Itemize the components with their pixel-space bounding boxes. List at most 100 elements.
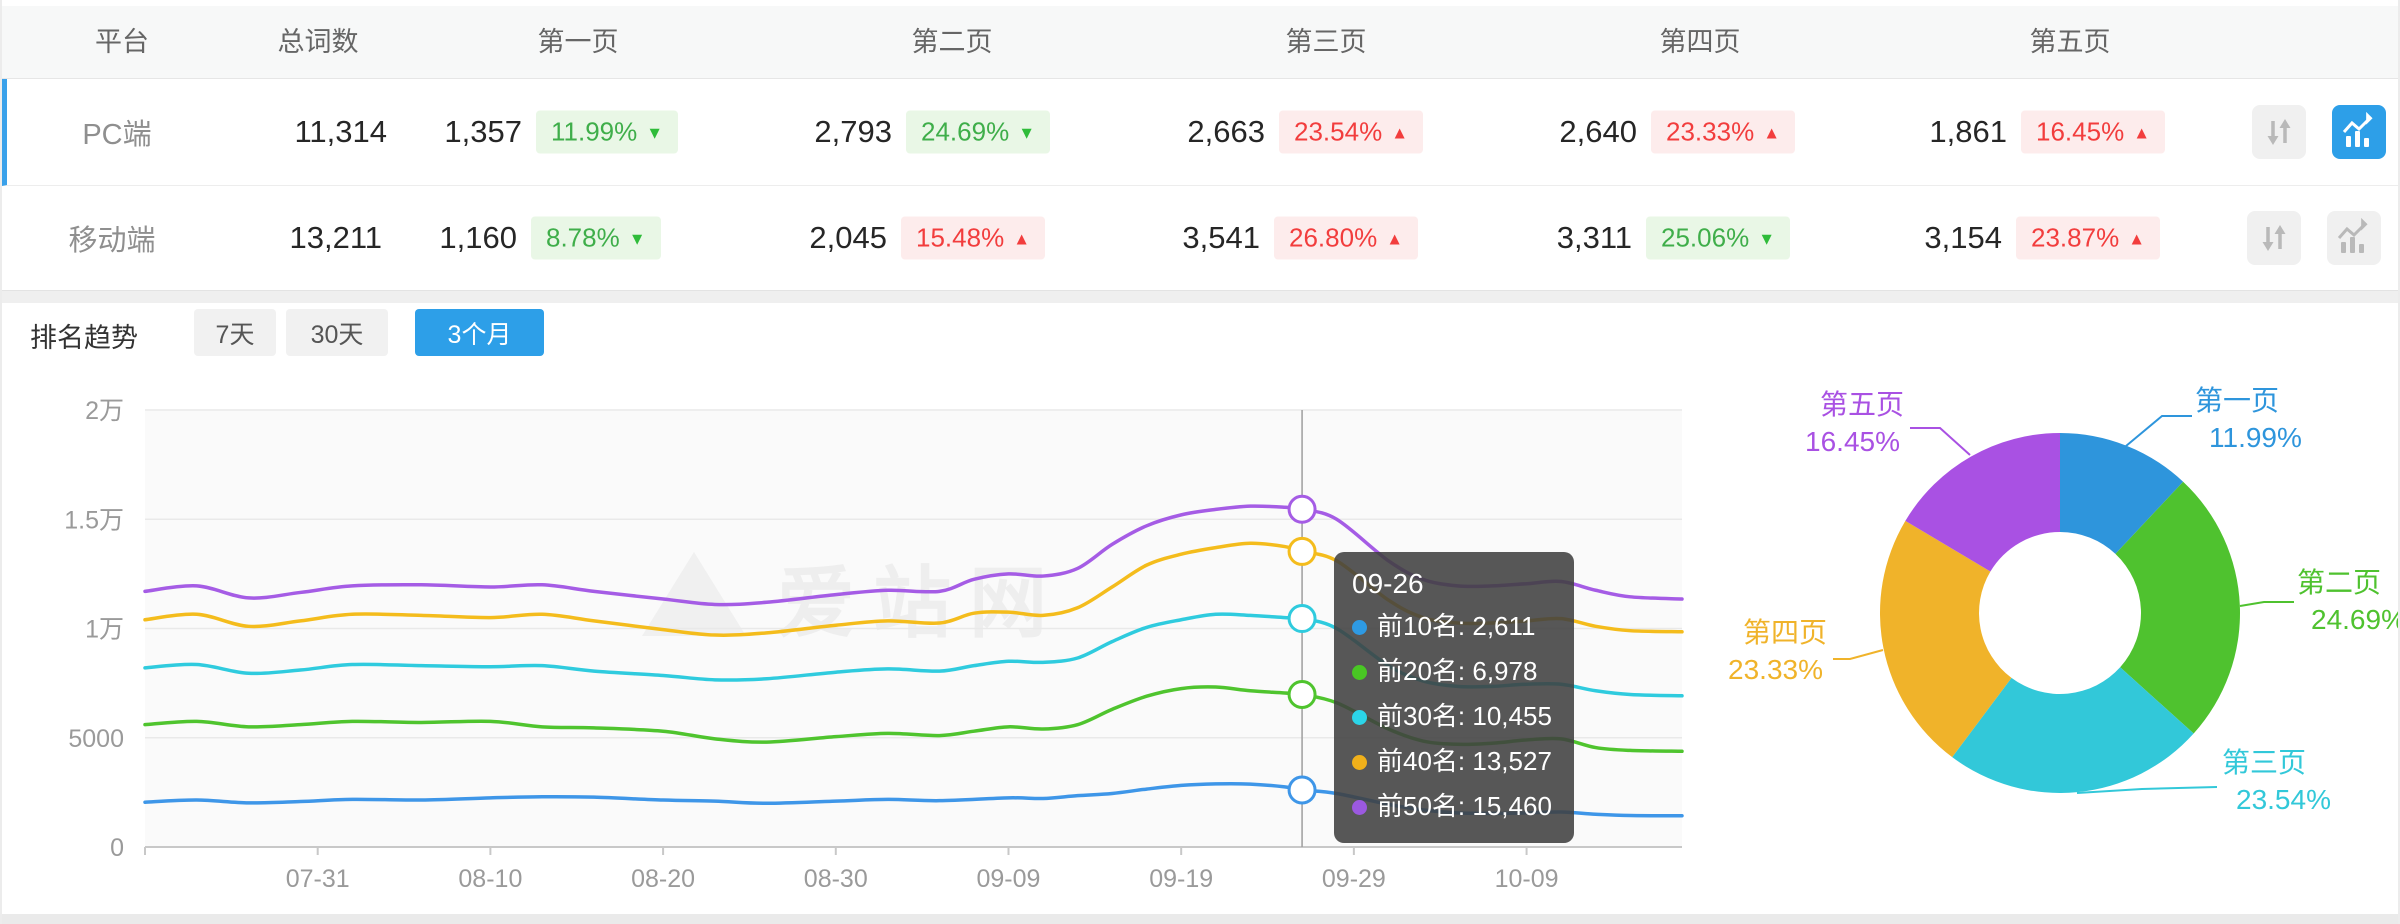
trend-section-title: 排名趋势 xyxy=(30,323,138,353)
trend-arrow-icon: ▼ xyxy=(1018,123,1036,143)
trend-arrow-icon: ▼ xyxy=(646,123,664,143)
donut-label-pct: 23.33% xyxy=(1728,654,1823,685)
series-dot-icon xyxy=(1352,710,1367,725)
platform-label: 移动端 xyxy=(68,225,156,257)
trend-arrow-icon: ▲ xyxy=(1013,229,1031,249)
series-dot-icon xyxy=(1352,755,1367,770)
page3-count: 3,541 xyxy=(1182,220,1260,255)
trend-arrow-icon: ▲ xyxy=(2133,123,2151,143)
svg-text:08-20: 08-20 xyxy=(631,865,695,893)
svg-text:08-30: 08-30 xyxy=(804,865,868,893)
range-button-7d[interactable]: 7天 xyxy=(194,309,276,356)
trend-pct: 8.78% xyxy=(546,222,620,253)
svg-text:09-19: 09-19 xyxy=(1149,865,1213,893)
col-header-page3: 第三页 xyxy=(1285,27,1367,57)
page5-count: 3,154 xyxy=(1924,220,2002,255)
col-header-page1: 第一页 xyxy=(537,27,619,57)
tooltip-label: 前40名 xyxy=(1377,746,1458,776)
trend-pct: 11.99% xyxy=(551,116,638,147)
series-dot-icon xyxy=(1352,665,1367,680)
donut-label-name: 第一页 xyxy=(2195,385,2280,416)
trend-arrow-icon: ▲ xyxy=(2128,229,2146,249)
svg-text:2万: 2万 xyxy=(85,397,124,425)
series-dot-icon xyxy=(1352,620,1367,635)
svg-text:1万: 1万 xyxy=(85,616,124,644)
tooltip-value: 15,460 xyxy=(1472,791,1552,821)
trend-pct: 26.80% xyxy=(1289,222,1378,253)
donut-label-page4: 第四页 23.33% xyxy=(1662,614,1827,688)
svg-text:09-09: 09-09 xyxy=(977,865,1041,893)
tooltip-value: 13,527 xyxy=(1472,746,1552,776)
trend-arrow-icon: ▲ xyxy=(1386,229,1404,249)
page2-trend-badge: 24.69% ▼ xyxy=(906,110,1051,154)
page4-count: 3,311 xyxy=(1556,220,1632,255)
page5-count: 1,861 xyxy=(1929,114,2007,149)
trend-pct: 15.48% xyxy=(916,222,1005,253)
page2-count: 2,793 xyxy=(814,114,892,149)
total-words-value: 11,314 xyxy=(294,114,387,149)
col-header-platform: 平台 xyxy=(95,27,149,57)
trend-arrow-icon: ▲ xyxy=(1391,123,1409,143)
sort-arrows-icon[interactable] xyxy=(2247,211,2301,265)
page2-count: 2,045 xyxy=(809,220,887,255)
section-divider xyxy=(2,290,2398,303)
trend-chart-icon[interactable] xyxy=(2332,105,2386,159)
chart-tooltip: 09-26 前10名: 2,611 前20名: 6,978 前30名: 10,4… xyxy=(1334,552,1574,843)
bottom-border-band xyxy=(2,914,2398,924)
col-header-page4: 第四页 xyxy=(1659,27,1741,57)
svg-text:1.5万: 1.5万 xyxy=(64,506,124,534)
page1-trend-badge: 8.78% ▼ xyxy=(531,216,661,260)
page3-trend-badge: 26.80% ▲ xyxy=(1274,216,1419,260)
donut-label-page2: 第二页 24.69% xyxy=(2297,564,2400,638)
tooltip-value: 2,611 xyxy=(1472,611,1536,641)
col-header-page5: 第五页 xyxy=(2029,27,2111,57)
range-button-30d[interactable]: 30天 xyxy=(286,309,388,356)
page-distribution-donut-chart[interactable] xyxy=(1742,380,2302,860)
tooltip-row: 前10名: 2,611 xyxy=(1352,604,1556,649)
donut-label-page3: 第三页 23.54% xyxy=(2222,744,2331,818)
tooltip-label: 前10名 xyxy=(1377,611,1458,641)
tooltip-row: 前20名: 6,978 xyxy=(1352,649,1556,694)
tooltip-date: 09-26 xyxy=(1352,568,1424,599)
page4-count: 2,640 xyxy=(1559,114,1637,149)
tooltip-label: 前50名 xyxy=(1377,791,1458,821)
tooltip-label: 前20名 xyxy=(1377,656,1458,686)
tooltip-value: 6,978 xyxy=(1472,656,1538,686)
table-row-pc[interactable]: PC端 11,314 1,357 11.99% ▼ 2,793 24.69% ▼ 2… xyxy=(2,79,2398,186)
page1-count: 1,357 xyxy=(444,114,522,149)
page4-trend-badge: 25.06% ▼ xyxy=(1646,216,1791,260)
tooltip-label: 前30名 xyxy=(1377,701,1458,731)
tooltip-row: 前40名: 13,527 xyxy=(1352,739,1556,784)
page1-trend-badge: 11.99% ▼ xyxy=(536,110,679,154)
page5-trend-badge: 23.87% ▲ xyxy=(2016,216,2161,260)
donut-label-pct: 24.69% xyxy=(2311,604,2400,635)
tooltip-row: 前50名: 15,460 xyxy=(1352,784,1556,829)
col-header-page2: 第二页 xyxy=(911,27,993,57)
donut-label-name: 第四页 xyxy=(1742,617,1827,648)
donut-label-pct: 23.54% xyxy=(2236,784,2331,815)
platform-label: PC端 xyxy=(82,119,152,151)
total-words-value: 13,211 xyxy=(289,220,382,255)
page3-trend-badge: 23.54% ▲ xyxy=(1279,110,1424,154)
donut-label-name: 第三页 xyxy=(2222,747,2307,778)
series-dot-icon xyxy=(1352,800,1367,815)
trend-arrow-icon: ▼ xyxy=(628,229,646,249)
page2-trend-badge: 15.48% ▲ xyxy=(901,216,1046,260)
svg-text:09-29: 09-29 xyxy=(1322,865,1386,893)
table-header: 平台 总词数 第一页 第二页 第三页 第四页 第五页 xyxy=(2,6,2398,79)
sort-arrows-icon[interactable] xyxy=(2252,105,2306,159)
page1-count: 1,160 xyxy=(439,220,517,255)
svg-text:08-10: 08-10 xyxy=(458,865,522,893)
tooltip-row: 前30名: 10,455 xyxy=(1352,694,1556,739)
range-button-3m[interactable]: 3个月 xyxy=(415,309,544,356)
trend-arrow-icon: ▼ xyxy=(1758,229,1776,249)
trend-chart-icon[interactable] xyxy=(2327,211,2381,265)
donut-label-pct: 16.45% xyxy=(1805,426,1900,457)
donut-label-page5: 第五页 16.45% xyxy=(1739,386,1904,460)
svg-text:07-31: 07-31 xyxy=(286,865,350,893)
trend-pct: 23.33% xyxy=(1666,116,1755,147)
table-row-mobile[interactable]: 移动端 13,211 1,160 8.78% ▼ 2,045 15.48% ▲ 3,… xyxy=(2,186,2398,290)
trend-pct: 23.87% xyxy=(2031,222,2120,253)
trend-pct: 23.54% xyxy=(1294,116,1383,147)
